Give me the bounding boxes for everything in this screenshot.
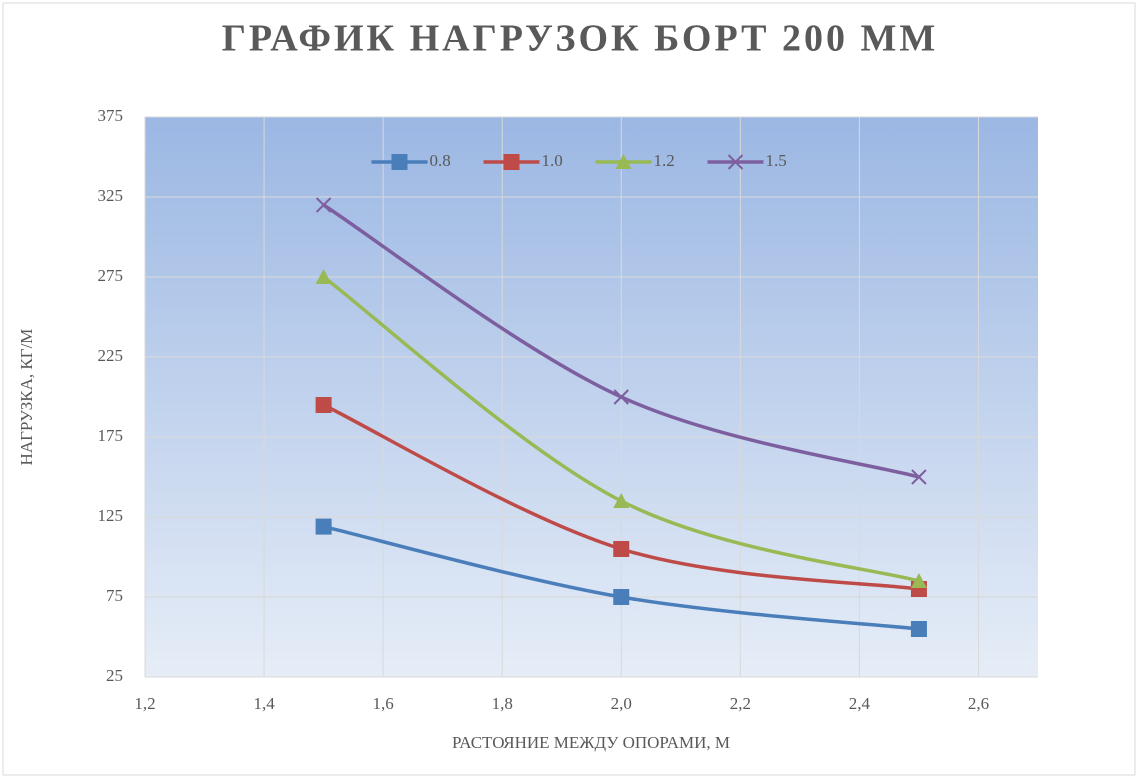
x-tick-label: 1,2 bbox=[134, 694, 155, 713]
y-tick-label: 375 bbox=[98, 106, 124, 125]
x-tick-label: 2,0 bbox=[611, 694, 632, 713]
y-tick-label: 275 bbox=[98, 266, 124, 285]
y-tick-label: 25 bbox=[106, 666, 123, 685]
y-tick-label: 75 bbox=[106, 586, 123, 605]
x-tick-label: 1,8 bbox=[492, 694, 513, 713]
marker bbox=[613, 541, 630, 557]
x-tick-label: 2,4 bbox=[849, 694, 871, 713]
legend-label: 1.2 bbox=[654, 151, 675, 170]
legend-label: 0.8 bbox=[430, 151, 451, 170]
x-tick-label: 1,4 bbox=[253, 694, 275, 713]
marker bbox=[613, 389, 629, 405]
y-tick-label: 225 bbox=[98, 346, 124, 365]
x-axis-label: РАСТОЯНИЕ МЕЖДУ ОПОРАМИ, М bbox=[452, 733, 730, 752]
y-tick-label: 175 bbox=[98, 426, 124, 445]
marker bbox=[910, 573, 927, 588]
marker bbox=[315, 397, 332, 413]
legend-marker bbox=[615, 154, 632, 169]
x-tick-label: 2,2 bbox=[730, 694, 751, 713]
legend-label: 1.5 bbox=[766, 151, 787, 170]
legend-marker bbox=[391, 154, 408, 170]
marker bbox=[910, 621, 927, 637]
legend-label: 1.0 bbox=[542, 151, 563, 170]
x-tick-label: 2,6 bbox=[968, 694, 989, 713]
marker bbox=[315, 518, 332, 535]
marker bbox=[911, 469, 927, 485]
y-tick-label: 325 bbox=[98, 186, 124, 205]
chart-title: ГРАФИК НАГРУЗОК БОРТ 200 ММ bbox=[222, 18, 939, 60]
x-tick-label: 1,6 bbox=[373, 694, 394, 713]
marker bbox=[613, 589, 630, 605]
legend-marker bbox=[727, 154, 744, 170]
legend-marker bbox=[503, 154, 520, 170]
marker bbox=[315, 269, 332, 284]
marker bbox=[613, 493, 630, 508]
plot-area bbox=[145, 117, 1038, 677]
marker bbox=[315, 197, 332, 213]
y-axis-label: НАГРУЗКА, КГ/М bbox=[17, 329, 36, 466]
y-tick-label: 125 bbox=[98, 506, 124, 525]
